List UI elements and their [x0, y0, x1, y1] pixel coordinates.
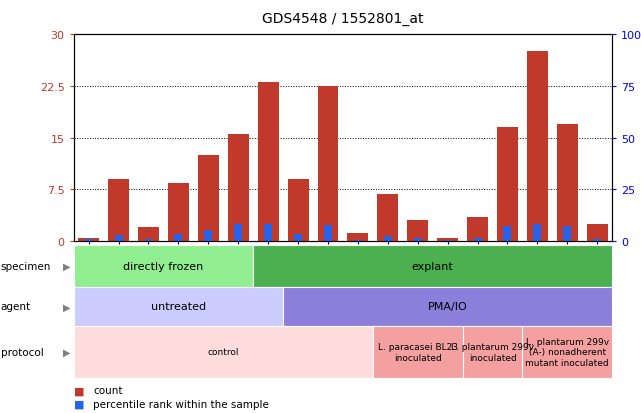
Bar — [354, 240, 362, 242]
Text: control: control — [208, 348, 239, 356]
Bar — [294, 235, 302, 242]
Bar — [533, 224, 542, 242]
Bar — [78, 239, 99, 242]
Bar — [563, 226, 571, 242]
Bar — [378, 195, 398, 242]
Text: percentile rank within the sample: percentile rank within the sample — [93, 399, 269, 409]
Text: L. plantarum 299v
(A-) nonadherent
mutant inoculated: L. plantarum 299v (A-) nonadherent mutan… — [526, 337, 609, 367]
Bar — [444, 241, 452, 242]
Bar — [138, 228, 159, 242]
Bar — [85, 239, 93, 242]
Bar — [467, 218, 488, 242]
Bar — [264, 224, 272, 242]
Text: ▶: ▶ — [63, 301, 71, 312]
Bar — [204, 230, 212, 242]
Bar — [168, 183, 189, 242]
Text: agent: agent — [1, 301, 31, 312]
Bar — [497, 128, 518, 242]
Bar — [144, 239, 153, 242]
Text: protocol: protocol — [1, 347, 44, 357]
Bar — [234, 224, 242, 242]
Bar — [437, 238, 458, 242]
Bar — [587, 224, 608, 242]
Bar — [557, 125, 578, 242]
Text: directly frozen: directly frozen — [123, 261, 204, 271]
Bar — [407, 221, 428, 242]
Bar — [324, 225, 332, 242]
Text: untreated: untreated — [151, 301, 206, 312]
Bar — [258, 83, 279, 242]
Bar — [474, 239, 481, 242]
Bar — [527, 52, 548, 242]
Bar — [317, 87, 338, 242]
Bar — [413, 239, 422, 242]
Bar — [174, 235, 183, 242]
Text: L. paracasei BL23
inoculated: L. paracasei BL23 inoculated — [378, 342, 458, 362]
Bar — [384, 236, 392, 242]
Text: ■: ■ — [74, 399, 84, 409]
Bar — [503, 226, 512, 242]
Bar — [347, 233, 369, 242]
Text: explant: explant — [412, 261, 454, 271]
Bar — [593, 239, 601, 242]
Bar — [288, 180, 308, 242]
Text: ▶: ▶ — [63, 261, 71, 271]
Bar — [198, 156, 219, 242]
Text: GDS4548 / 1552801_at: GDS4548 / 1552801_at — [262, 12, 424, 26]
Bar — [228, 135, 249, 242]
Text: specimen: specimen — [1, 261, 51, 271]
Text: count: count — [93, 385, 122, 395]
Text: ■: ■ — [74, 385, 84, 395]
Text: PMA/IO: PMA/IO — [428, 301, 467, 312]
Text: ▶: ▶ — [63, 347, 71, 357]
Bar — [108, 180, 129, 242]
Bar — [115, 235, 122, 242]
Text: L. plantarum 299v
inoculated: L. plantarum 299v inoculated — [451, 342, 534, 362]
